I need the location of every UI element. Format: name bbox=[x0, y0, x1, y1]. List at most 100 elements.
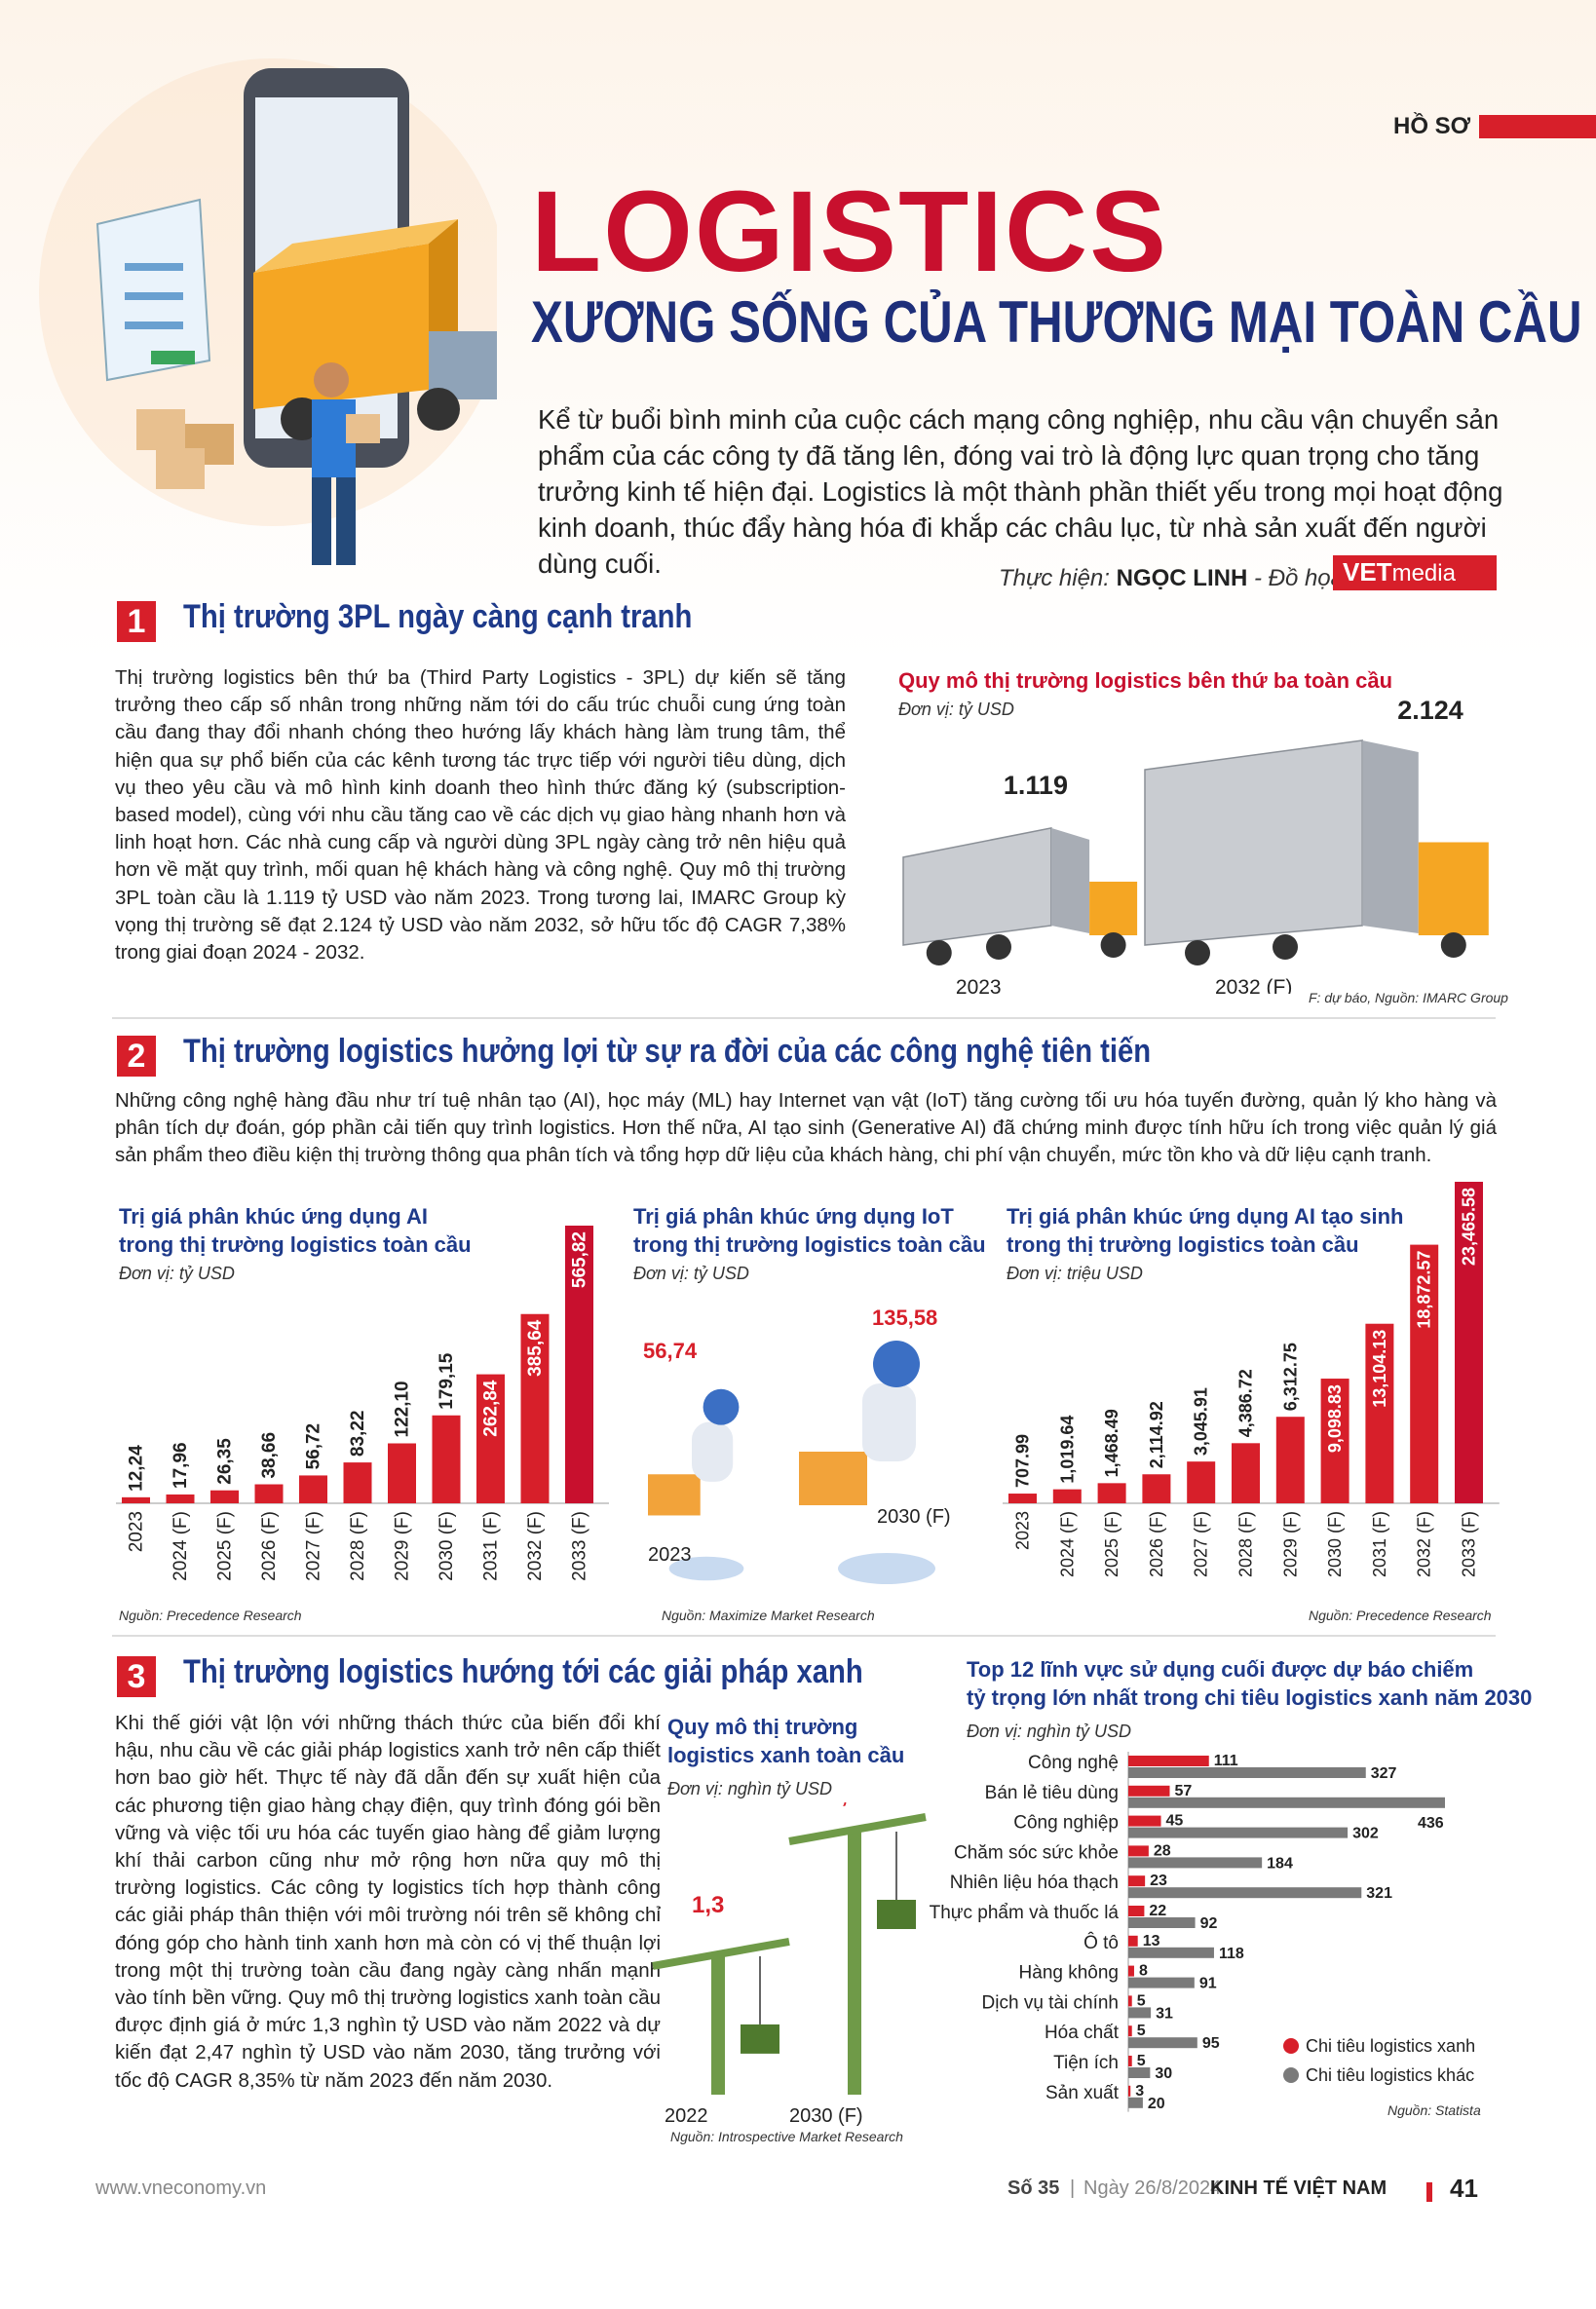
bar-green-spend bbox=[1128, 2056, 1132, 2066]
tick-label: 2028 (F) bbox=[1236, 1511, 1256, 1577]
data-label: 184 bbox=[1267, 1855, 1293, 1872]
data-label: 385,64 bbox=[525, 1319, 546, 1377]
bar-other-spend bbox=[1128, 1977, 1195, 1988]
truck-container bbox=[902, 826, 1052, 946]
data-label: 707.99 bbox=[1013, 1434, 1033, 1488]
cloud bbox=[838, 1553, 935, 1584]
truck-wheel bbox=[1185, 940, 1210, 965]
bar-other-spend bbox=[1128, 1827, 1349, 1838]
bar bbox=[122, 1496, 150, 1503]
chart-3pl-source: F: dự báo, Nguồn: IMARC Group bbox=[1309, 990, 1508, 1005]
bar bbox=[1365, 1323, 1394, 1503]
footer-separator: | bbox=[1070, 2177, 1076, 2199]
bar bbox=[1232, 1443, 1260, 1503]
bar-other-spend bbox=[1128, 1767, 1366, 1778]
data-label: 26,35 bbox=[215, 1438, 236, 1485]
tick-label: 2029 (F) bbox=[393, 1511, 413, 1581]
section-1-title: Thị trường 3PL ngày càng cạnh tranh bbox=[183, 598, 693, 635]
data-label: 2,114.92 bbox=[1147, 1401, 1166, 1468]
category-label: Công nghệ bbox=[1028, 1753, 1119, 1773]
chart-ai-unit: Đơn vị: tỷ USD bbox=[119, 1264, 235, 1283]
data-label: 1,019.64 bbox=[1057, 1416, 1077, 1484]
tick-label: 2023 bbox=[956, 976, 1002, 994]
section-3-title: Thị trường logistics hướng tới các giải … bbox=[183, 1653, 863, 1690]
data-label: 56,72 bbox=[304, 1423, 324, 1470]
tick-label: 2033 (F) bbox=[570, 1511, 590, 1581]
data-label: 1.119 bbox=[1004, 771, 1068, 800]
bar-green-spend bbox=[1128, 1906, 1145, 1916]
bar-green-spend bbox=[1128, 1845, 1149, 1857]
robot-body bbox=[692, 1421, 734, 1482]
tick-label: 2030 (F) bbox=[877, 1506, 951, 1528]
bar-green-spend bbox=[1128, 1756, 1209, 1766]
chart-green-unit: Đơn vị: nghìn tỷ USD bbox=[667, 1779, 832, 1798]
data-label: 262,84 bbox=[481, 1380, 502, 1437]
footer-website[interactable]: www.vneconomy.vn bbox=[95, 2177, 267, 2199]
data-label: 92 bbox=[1200, 1915, 1218, 1932]
data-label: 45 bbox=[1166, 1813, 1184, 1830]
tick-label: 2024 (F) bbox=[171, 1511, 191, 1581]
divider bbox=[112, 1635, 1496, 1637]
category-label: Sản xuất bbox=[1045, 2083, 1120, 2103]
chart-top12-unit: Đơn vị: nghìn tỷ USD bbox=[967, 1722, 1131, 1741]
truck-cab bbox=[1418, 842, 1489, 935]
tick-label: 2025 (F) bbox=[215, 1511, 236, 1581]
chart-top12: Công nghệ 111 327 Bán lẻ tiêu dùng 57 436 Công… bbox=[930, 1752, 1475, 2112]
data-label: 5 bbox=[1137, 2053, 1146, 2069]
data-label: 38,66 bbox=[259, 1432, 280, 1479]
data-label: 57 bbox=[1174, 1783, 1192, 1799]
footer-magazine: KINH TẾ VIỆT NAM bbox=[1210, 2177, 1387, 2199]
footer-issue: Số 35 bbox=[1007, 2177, 1060, 2199]
tick-label: 2031 (F) bbox=[481, 1511, 502, 1581]
crane-container bbox=[741, 2024, 779, 2054]
tick-label: 2033 (F) bbox=[1460, 1511, 1479, 1577]
bar-green-spend bbox=[1128, 1935, 1138, 1947]
data-label: 327 bbox=[1371, 1765, 1397, 1782]
data-label: 3,045.91 bbox=[1192, 1387, 1211, 1456]
bar-green-spend bbox=[1128, 1815, 1161, 1827]
category-label: Ô tô bbox=[1083, 1932, 1119, 1953]
chart-iot-title-2: trong thị trường logistics toàn cầu bbox=[633, 1232, 986, 1257]
section-2-number: 2 bbox=[117, 1036, 156, 1077]
legend-label: Chi tiêu logistics khác bbox=[1306, 2065, 1474, 2085]
data-label: 1,468.49 bbox=[1102, 1409, 1121, 1477]
bar-green-spend bbox=[1128, 2085, 1131, 2097]
bar-other-spend bbox=[1128, 1947, 1214, 1958]
bar bbox=[520, 1313, 550, 1503]
chart-ai-title-1: Trị giá phân khúc ứng dụng AI bbox=[119, 1204, 429, 1229]
bar bbox=[254, 1484, 284, 1503]
chart-genai: 707.99 2023 1,019.64 2024 (F) 1,468.49 2025 (… bbox=[1003, 1182, 1500, 1577]
truck-wheel bbox=[1273, 934, 1298, 960]
tick-label: 2027 (F) bbox=[304, 1511, 324, 1581]
chart-ai-title-2: trong thị trường logistics toàn cầu bbox=[119, 1232, 472, 1257]
tick-label: 2026 (F) bbox=[1147, 1511, 1166, 1577]
bar bbox=[1008, 1494, 1037, 1503]
data-label: 1,3 bbox=[692, 1892, 724, 1918]
bar bbox=[432, 1415, 461, 1503]
chart-iot: 56,74 2023 135,58 2030 (F) bbox=[643, 1306, 951, 1584]
bar bbox=[166, 1494, 195, 1503]
chart-iot-title-1: Trị giá phân khúc ứng dụng IoT bbox=[633, 1204, 954, 1229]
page-title: LOGISTICS bbox=[531, 168, 1168, 296]
robot-box bbox=[799, 1452, 867, 1505]
bar-green-spend bbox=[1128, 2025, 1132, 2037]
data-label: 135,58 bbox=[872, 1306, 937, 1330]
bar bbox=[388, 1443, 416, 1503]
data-label: 302 bbox=[1352, 1826, 1379, 1842]
chart-green-source: Nguồn: Introspective Market Research bbox=[670, 2129, 903, 2144]
data-label: 13,104.13 bbox=[1370, 1330, 1389, 1408]
truck-container-side bbox=[1050, 827, 1090, 933]
data-label: 28 bbox=[1154, 1842, 1171, 1859]
bar-green-spend bbox=[1128, 1875, 1146, 1887]
category-label: Chăm sóc sức khỏe bbox=[954, 1842, 1119, 1863]
chart-genai-title-2: trong thị trường logistics toàn cầu bbox=[1007, 1232, 1359, 1257]
truck-container bbox=[1144, 739, 1363, 946]
section-tag-bar bbox=[1479, 115, 1596, 138]
data-label: 122,10 bbox=[393, 1381, 413, 1437]
bar-other-spend bbox=[1128, 2097, 1143, 2108]
crane-arm bbox=[652, 1937, 790, 1970]
chart-genai-source: Nguồn: Precedence Research bbox=[1309, 1608, 1492, 1623]
robot-head bbox=[873, 1341, 920, 1387]
section-1-body: Thị trường logistics bên thứ ba (Third P… bbox=[115, 666, 846, 965]
chart-iot-unit: Đơn vị: tỷ USD bbox=[633, 1264, 749, 1283]
